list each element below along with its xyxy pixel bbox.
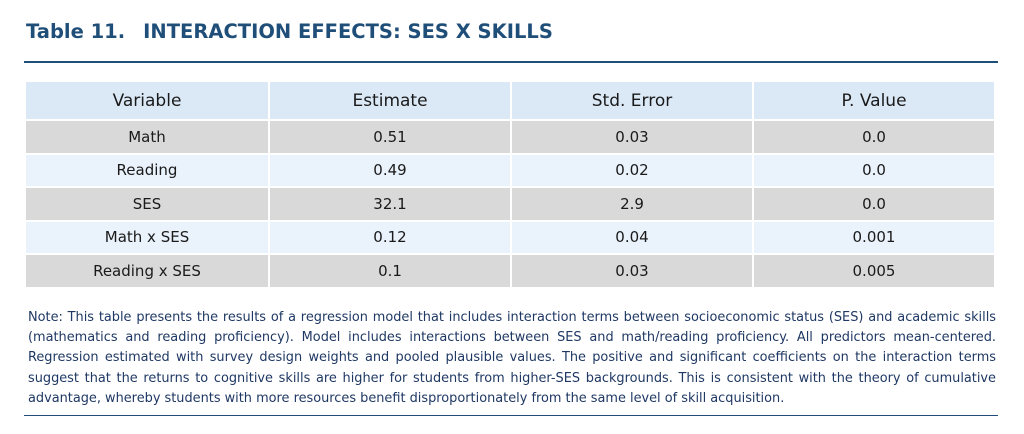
column-header-p-value: P. Value: [752, 82, 994, 119]
p-value-cell: 0.0: [752, 121, 994, 153]
table-row: Math 0.51 0.03 0.0: [26, 121, 994, 153]
table-title: Table 11. INTERACTION EFFECTS: SES X SKIL…: [26, 20, 553, 43]
estimate-cell: 0.1: [268, 255, 510, 287]
estimate-cell: 32.1: [268, 188, 510, 220]
std-error-cell: 0.03: [510, 255, 752, 287]
table-row: SES 32.1 2.9 0.0: [26, 188, 994, 220]
table-row: Math x SES 0.12 0.04 0.001: [26, 221, 994, 253]
variable-cell: Reading x SES: [26, 255, 268, 287]
column-header-variable: Variable: [26, 82, 268, 119]
table-row: Reading 0.49 0.02 0.0: [26, 154, 994, 186]
table-number: Table 11.: [26, 20, 126, 43]
title-underline: [24, 61, 998, 63]
column-header-estimate: Estimate: [268, 82, 510, 119]
p-value-cell: 0.0: [752, 188, 994, 220]
p-value-cell: 0.005: [752, 255, 994, 287]
std-error-cell: 2.9: [510, 188, 752, 220]
table-note: Note: This table presents the results of…: [28, 310, 996, 406]
table-title-text: INTERACTION EFFECTS: SES X SKILLS: [143, 20, 553, 43]
results-table: Variable Estimate Std. Error P. Value Ma…: [26, 80, 994, 289]
table-row: Reading x SES 0.1 0.03 0.005: [26, 255, 994, 287]
estimate-cell: 0.49: [268, 154, 510, 186]
estimate-cell: 0.12: [268, 221, 510, 253]
std-error-cell: 0.03: [510, 121, 752, 153]
variable-cell: Reading: [26, 154, 268, 186]
p-value-cell: 0.001: [752, 221, 994, 253]
variable-cell: Math: [26, 121, 268, 153]
variable-cell: SES: [26, 188, 268, 220]
std-error-cell: 0.04: [510, 221, 752, 253]
table-header-row: Variable Estimate Std. Error P. Value: [26, 82, 994, 119]
variable-cell: Math x SES: [26, 221, 268, 253]
bottom-rule: [24, 415, 998, 416]
estimate-cell: 0.51: [268, 121, 510, 153]
p-value-cell: 0.0: [752, 154, 994, 186]
column-header-std-error: Std. Error: [510, 82, 752, 119]
std-error-cell: 0.02: [510, 154, 752, 186]
